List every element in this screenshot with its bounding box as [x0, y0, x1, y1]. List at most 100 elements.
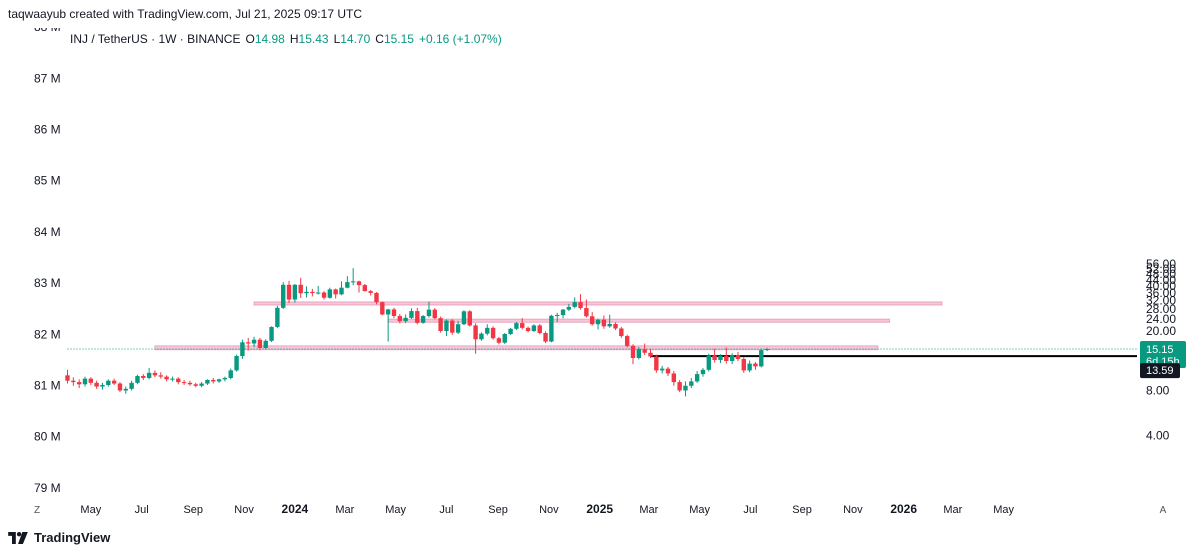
candle-body [363, 285, 367, 291]
candle-body [112, 381, 116, 384]
symbol-name[interactable]: INJ / TetherUS · 1W · BINANCE [70, 32, 240, 46]
candle-body [229, 370, 233, 378]
left-axis-tick: 82 M [34, 327, 61, 341]
candle [118, 382, 122, 392]
left-axis-tick: 86 M [34, 123, 61, 137]
candle [211, 378, 215, 384]
candle-body [129, 383, 133, 389]
candle-body [695, 374, 699, 381]
x-axis-tick: Mar [335, 504, 354, 516]
footer-bar: TradingView [0, 523, 1200, 552]
candle-body [89, 379, 93, 383]
candle-body [543, 333, 547, 342]
candle-body [71, 381, 75, 382]
candle-body [310, 292, 314, 293]
auto-scale-toggle[interactable]: A [1160, 505, 1167, 516]
candle-body [252, 340, 256, 344]
candle [689, 378, 693, 388]
candle-body [642, 349, 646, 353]
candle [269, 326, 273, 342]
candle-body [205, 380, 209, 384]
candle [666, 367, 670, 376]
candle [497, 337, 501, 345]
candle [223, 377, 227, 382]
candle [543, 331, 547, 343]
close-label: C [375, 32, 384, 46]
x-axis-tick: May [993, 504, 1014, 516]
candle [153, 370, 157, 377]
left-axis-tick: 85 M [34, 174, 61, 188]
candle-body [508, 329, 512, 334]
candle [631, 344, 635, 364]
zone-rect[interactable] [254, 302, 942, 305]
candle-body [479, 334, 483, 340]
candle [89, 377, 93, 385]
candle [736, 352, 740, 361]
log-toggle-left[interactable]: Z [34, 505, 40, 516]
candle-body [164, 377, 168, 380]
candle [316, 286, 320, 295]
candle [747, 360, 751, 372]
candle [438, 317, 442, 333]
candle-body [398, 316, 402, 321]
candle [654, 355, 658, 373]
left-axis-tick: 84 M [34, 225, 61, 239]
candle [707, 354, 711, 372]
candle [538, 324, 542, 334]
candle-body [234, 356, 238, 370]
candle-body [415, 311, 419, 323]
candle [380, 301, 384, 315]
chart-area[interactable]: 4.008.0016.0020.0024.0028.0032.0036.0040… [0, 28, 1200, 523]
candle [672, 371, 676, 386]
candle [345, 276, 349, 288]
candle [532, 324, 536, 332]
candle [363, 284, 367, 291]
candle [462, 310, 466, 325]
symbol-legend[interactable]: INJ / TetherUS · 1W · BINANCE O14.98 H15.4… [70, 31, 502, 47]
candle [508, 328, 512, 335]
candle [234, 355, 238, 372]
candle-body [578, 302, 582, 308]
candle-body [304, 292, 308, 293]
candle-body [264, 341, 268, 348]
candle [333, 289, 337, 299]
candle-body [654, 357, 658, 371]
candle-body [153, 373, 157, 376]
x-axis-tick: 2026 [890, 502, 917, 516]
candle-body [677, 382, 681, 390]
candle-body [468, 311, 472, 325]
candle-body [246, 342, 250, 343]
level-line-value: 13.59 [1146, 365, 1174, 377]
candle-body [299, 285, 303, 293]
candle-body [497, 338, 501, 343]
x-axis-tick: Nov [539, 504, 559, 516]
candle [71, 377, 75, 385]
zones-layer [155, 302, 942, 350]
candle-body [141, 376, 145, 378]
candle [450, 319, 454, 334]
candle [683, 381, 687, 396]
x-axis-tick: Mar [639, 504, 658, 516]
candle [188, 381, 192, 386]
candle [94, 381, 98, 389]
open-value: 14.98 [255, 32, 285, 46]
left-axis-tick: 80 M [34, 430, 61, 444]
candle-body [736, 355, 740, 359]
price-chart[interactable]: 4.008.0016.0020.0024.0028.0032.0036.0040… [0, 28, 1200, 523]
x-axis-tick: Mar [943, 504, 962, 516]
candle-body [730, 355, 734, 361]
candle [351, 268, 355, 285]
candle-body [100, 385, 104, 387]
candle [695, 371, 699, 383]
candle-body [672, 373, 676, 382]
candle [602, 316, 606, 329]
candle-body [555, 315, 559, 316]
candle-body [351, 281, 355, 282]
candle [182, 380, 186, 385]
candle-body [403, 318, 407, 321]
candle [159, 372, 163, 378]
candle [742, 357, 746, 373]
candle [275, 306, 279, 328]
change-value: +0.16 (+1.07%) [419, 32, 502, 46]
candle [368, 290, 372, 295]
